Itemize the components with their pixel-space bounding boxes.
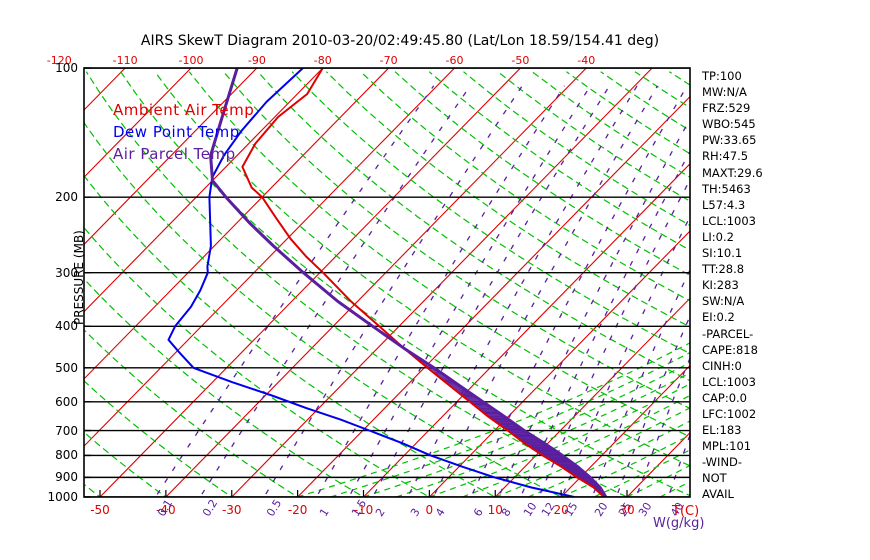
bottom-temp-tick: -50 <box>90 503 110 517</box>
top-temp-tick: -70 <box>379 54 398 67</box>
pressure-tick: 1000 <box>47 490 78 504</box>
pressure-tick: 500 <box>55 360 78 375</box>
pressure-tick: 900 <box>55 470 78 485</box>
pressure-tick: 700 <box>55 423 78 438</box>
top-temp-tick: -40 <box>577 54 596 67</box>
bottom-temp-tick: 20 <box>553 503 569 517</box>
top-temp-tick: -80 <box>313 54 332 67</box>
pressure-axis-label: PRESSURE (MB) <box>72 230 86 325</box>
stat-item: TP:100 <box>702 69 742 83</box>
stat-item: TH:5463 <box>702 181 751 196</box>
stat-item: -WIND- <box>702 455 743 470</box>
stat-item: FRZ:529 <box>702 101 751 116</box>
stat-item: EI:0.2 <box>702 310 735 325</box>
bottom-temp-tick: -30 <box>221 503 242 517</box>
legend-ambient-air-temp: Ambient Air Temp <box>113 101 255 119</box>
top-temp-tick: -100 <box>178 54 204 67</box>
pressure-tick: 600 <box>55 394 78 409</box>
stat-item: RH:47.5 <box>702 149 749 164</box>
stats-panel: TP:100 MW:N/A FRZ:529 WBO:545 PW:33.65 RH:47.… <box>702 69 763 506</box>
stat-item: SW:N/A <box>702 294 745 309</box>
pressure-tick: 200 <box>55 190 78 205</box>
bottom-temp-tick: -20 <box>287 503 308 517</box>
stat-item: MW:N/A <box>702 85 747 100</box>
pressure-tick: 100 <box>55 61 78 75</box>
stat-item: NOT <box>702 471 727 486</box>
top-temp-tick: -50 <box>511 54 530 67</box>
top-temp-tick: -110 <box>112 54 138 67</box>
bottom-temp-tick: 0 <box>425 503 434 517</box>
stat-item: LCL:1003 <box>702 374 756 389</box>
stat-item: MPL:101 <box>702 439 752 454</box>
stat-item: SI:10.1 <box>702 246 743 261</box>
stat-item: TT:28.8 <box>702 262 745 277</box>
temperature-axis-label: T(C) <box>672 504 700 519</box>
stat-item: KI:283 <box>702 278 739 293</box>
pressure-tick: 400 <box>55 319 78 334</box>
stat-item: AVAIL <box>702 487 734 502</box>
bottom-temp-tick: 10 <box>487 503 503 517</box>
stat-item: WBO:545 <box>702 117 756 132</box>
stat-item: CAPE:818 <box>702 342 758 357</box>
page-title: AIRS SkewT Diagram 2010-03-20/02:49:45.8… <box>140 33 660 49</box>
top-temp-tick: -120 <box>46 54 72 67</box>
top-temp-tick: -90 <box>247 54 266 67</box>
legend-dew-point-temp: Dew Point Temp <box>113 123 240 141</box>
stat-item: EL:183 <box>702 423 742 438</box>
stat-item: LCL:1003 <box>702 213 756 228</box>
stat-item: PW:33.65 <box>702 133 757 148</box>
stat-item: CAP:0.0 <box>702 390 747 405</box>
pressure-tick: 800 <box>55 448 78 463</box>
top-temp-tick: -60 <box>445 54 464 67</box>
stat-item: LI:0.2 <box>702 229 734 244</box>
stat-item: L57:4.3 <box>702 197 746 212</box>
mixing-ratio-axis-label: W(g/kg) <box>653 516 705 531</box>
bottom-temp-tick: -40 <box>156 503 176 517</box>
stat-item: LFC:1002 <box>702 406 757 421</box>
bottom-temp-tick: 30 <box>619 503 635 517</box>
stat-item: CINH:0 <box>702 358 742 373</box>
legend-air-parcel-temp: Air Parcel Temp <box>113 145 236 163</box>
pressure-tick: 300 <box>55 265 78 280</box>
stat-item: -PARCEL- <box>702 326 754 341</box>
stat-item: MAXT:29.6 <box>702 165 763 180</box>
bottom-temp-tick: -10 <box>353 503 374 517</box>
